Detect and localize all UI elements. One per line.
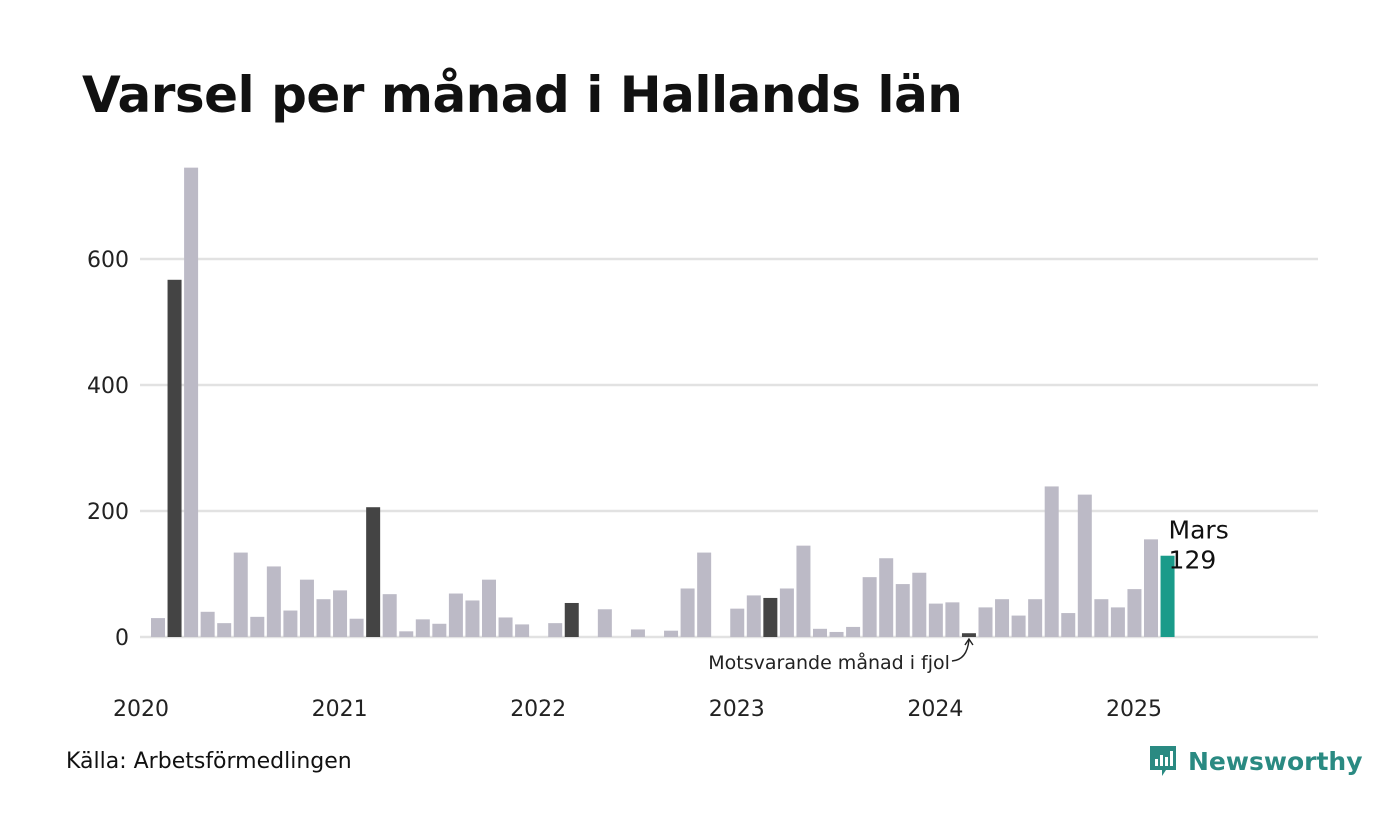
- y-axis-tick-labels: 0 200 400 600: [87, 248, 129, 651]
- bar: [382, 594, 397, 637]
- bar: [1110, 607, 1125, 637]
- y-tick-label: 0: [115, 626, 129, 651]
- x-tick-label: 2021: [312, 697, 368, 722]
- bar: [1144, 539, 1158, 637]
- y-tick-label: 600: [87, 248, 129, 273]
- bar: [1094, 599, 1109, 637]
- bar: [995, 599, 1010, 637]
- bar: [680, 588, 695, 637]
- bar: [432, 623, 447, 637]
- gridlines: [140, 257, 1318, 639]
- bar: [630, 629, 645, 637]
- current-month-value: 129: [1169, 546, 1217, 575]
- bar: [597, 609, 612, 637]
- bar: [945, 602, 960, 637]
- bar: [250, 616, 265, 637]
- bar: [746, 595, 761, 637]
- bar: [895, 584, 910, 637]
- bar: [1011, 615, 1026, 637]
- bar: [299, 579, 314, 637]
- y-tick-label: 400: [87, 374, 129, 399]
- brand-logo: Newsworthy: [1148, 744, 1363, 778]
- bar: [399, 631, 414, 637]
- bar: [879, 558, 894, 637]
- bar: [1127, 589, 1142, 637]
- bar: [664, 630, 679, 637]
- bar: [928, 603, 943, 637]
- bars: [151, 167, 1175, 637]
- bar: [151, 618, 165, 637]
- x-axis-tick-labels: 2020 2021 2022 2023 2024 2025: [113, 697, 1162, 722]
- bar: [564, 602, 579, 637]
- bar: [730, 608, 745, 637]
- bar: [1061, 613, 1076, 637]
- bar: [482, 579, 496, 637]
- bar: [978, 607, 993, 637]
- bar: [200, 611, 215, 637]
- bar: [283, 610, 298, 637]
- x-tick-label: 2024: [907, 697, 963, 722]
- x-tick-label: 2022: [510, 697, 566, 722]
- bar: [515, 624, 530, 637]
- bar: [349, 618, 364, 637]
- bar: [1028, 599, 1043, 637]
- bar: [697, 552, 712, 637]
- y-tick-label: 200: [87, 500, 129, 525]
- chart-title: Varsel per månad i Hallands län: [82, 66, 963, 124]
- bar: [316, 599, 331, 637]
- bar: [796, 545, 811, 637]
- x-tick-label: 2020: [113, 697, 169, 722]
- bar: [167, 279, 182, 637]
- bar: [846, 626, 861, 637]
- annotation-arrowhead: [964, 637, 974, 646]
- bar: [862, 577, 877, 637]
- source-note: Källa: Arbetsförmedlingen: [66, 749, 352, 774]
- newsworthy-logo-icon: [1150, 746, 1176, 776]
- bar: [813, 628, 827, 637]
- bar: [548, 623, 563, 637]
- bar: [1044, 486, 1059, 637]
- x-tick-label: 2023: [709, 697, 765, 722]
- bar: [1160, 555, 1175, 637]
- bar: [333, 590, 348, 637]
- bar: [763, 597, 778, 637]
- bar: [498, 617, 513, 637]
- bar: [779, 588, 794, 637]
- bar: [366, 507, 381, 637]
- bar: [1077, 494, 1092, 637]
- bar: [266, 566, 281, 637]
- bar: [217, 623, 232, 637]
- bar: [184, 167, 199, 637]
- bar: [415, 619, 430, 637]
- bar: [233, 552, 248, 637]
- brand-name: Newsworthy: [1188, 746, 1363, 776]
- bar: [829, 631, 844, 637]
- bar: [912, 572, 927, 637]
- bar: [961, 633, 976, 637]
- bar: [465, 600, 480, 637]
- x-tick-label: 2025: [1106, 697, 1162, 722]
- same-month-annotation: Motsvarande månad i fjol: [708, 651, 950, 674]
- bar: [448, 593, 463, 637]
- annotation-arrow: [951, 639, 970, 662]
- current-month-label: Mars: [1169, 516, 1229, 545]
